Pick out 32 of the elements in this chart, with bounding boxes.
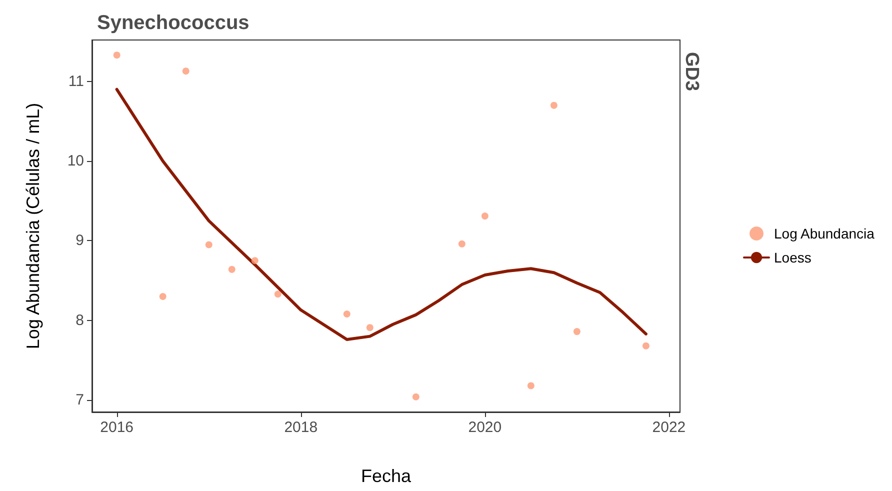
point <box>228 266 236 273</box>
y-tick-label: 10 <box>67 152 84 170</box>
point <box>182 68 190 75</box>
point <box>458 240 466 248</box>
y-tick-label: 11 <box>68 72 84 90</box>
x-tick-label: 2022 <box>652 419 686 436</box>
point <box>481 212 488 220</box>
point <box>527 382 534 390</box>
point <box>251 257 258 264</box>
point <box>274 290 282 298</box>
x-tick-label: 2020 <box>468 419 502 436</box>
y-tick-label: 8 <box>76 312 84 329</box>
text: GD3 <box>681 52 702 92</box>
legend-label: Log Abundancia <box>774 226 875 242</box>
point <box>366 324 374 332</box>
chart-title: Synechococcus <box>97 12 250 34</box>
point <box>412 393 420 400</box>
x-tick-label: 2016 <box>100 419 134 436</box>
point <box>113 52 120 59</box>
point <box>205 241 212 248</box>
y-tick-label: 7 <box>76 392 84 409</box>
point <box>573 328 580 336</box>
x-tick-label: 2018 <box>284 419 318 436</box>
legend-label: Loess <box>774 250 812 266</box>
x-axis-title: Fecha <box>360 466 412 486</box>
line-series <box>115 88 648 342</box>
y-tick-label: 9 <box>76 232 84 250</box>
point <box>550 102 558 109</box>
point <box>343 310 350 318</box>
y-axis-title: Log Abundancia (Células / mL) <box>23 102 43 350</box>
point <box>642 342 650 350</box>
point <box>159 293 166 300</box>
